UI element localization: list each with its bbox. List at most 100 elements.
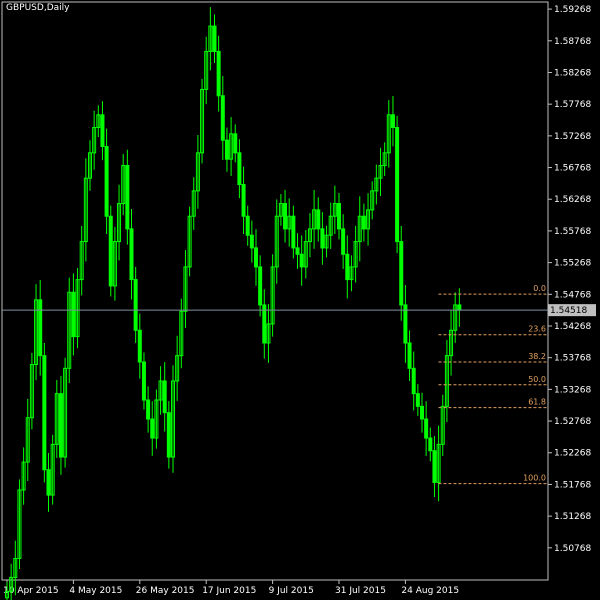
candle <box>361 203 366 242</box>
candle <box>237 139 242 199</box>
y-tick-label: 1.50768 <box>554 544 591 554</box>
candle <box>117 184 122 261</box>
y-tick-label: 1.58268 <box>554 68 591 78</box>
candle-body-down <box>100 114 105 147</box>
candle <box>146 386 151 433</box>
candle <box>357 196 362 262</box>
candle-body-up <box>357 215 362 243</box>
candle <box>337 192 341 240</box>
candle <box>195 135 200 209</box>
candle <box>324 225 329 258</box>
candle-body-up <box>266 323 271 344</box>
candle <box>158 366 163 415</box>
candle <box>71 273 76 356</box>
candle-body-up <box>13 557 18 578</box>
candle <box>187 206 192 277</box>
y-tick-label: 1.57268 <box>554 132 591 142</box>
candle-body-up <box>195 152 200 192</box>
candle-body-down <box>245 215 250 236</box>
candle <box>428 427 433 462</box>
candle-body-up <box>54 393 59 445</box>
candle-body-up <box>88 152 92 179</box>
candle-body-down <box>254 247 258 268</box>
candle-body-up <box>453 304 458 331</box>
candle-body-up <box>121 165 126 205</box>
candle-body-up <box>229 133 234 160</box>
candle <box>112 226 117 301</box>
candle <box>436 425 441 502</box>
candle <box>241 166 246 235</box>
candle-body-down <box>424 418 429 439</box>
y-tick-label: 1.52268 <box>554 449 591 459</box>
candle-body-down <box>58 393 63 458</box>
candle <box>200 78 205 164</box>
candle-body-down <box>46 469 51 496</box>
candle <box>270 254 275 337</box>
candle-body-down <box>249 234 254 249</box>
y-tick-label: 1.51268 <box>554 512 591 522</box>
candle-body-down <box>258 266 263 306</box>
candle-body-down <box>150 418 155 439</box>
candle-body-down <box>283 203 288 230</box>
candle-body-down <box>224 139 229 160</box>
candle-body-down <box>337 203 341 230</box>
candle <box>183 250 188 329</box>
candle <box>13 540 18 596</box>
candle-body-down <box>104 146 109 217</box>
candle <box>191 177 196 230</box>
x-tick-label: 26 May 2015 <box>136 586 195 596</box>
candle-body-up <box>117 203 122 243</box>
candle <box>254 229 258 286</box>
candle-body-down <box>428 437 433 452</box>
candle-body-down <box>146 399 151 420</box>
candle <box>353 225 358 283</box>
y-tick-label: 1.53768 <box>554 354 591 364</box>
candle-body-down <box>299 253 304 268</box>
candle-body-up <box>21 461 26 491</box>
candle <box>63 357 68 468</box>
candle-body-down <box>129 228 134 281</box>
candle-body-down <box>125 165 130 230</box>
candle <box>229 117 234 176</box>
candle <box>449 310 454 376</box>
candle-body-up <box>332 203 337 217</box>
candle-body-up <box>67 291 72 369</box>
x-tick-label: 17 Jun 2015 <box>202 586 256 596</box>
candle <box>121 153 126 216</box>
chart-title: GBPUSD,Daily <box>6 3 70 13</box>
candle-body-up <box>378 165 383 179</box>
candle <box>141 352 146 410</box>
candle <box>58 375 63 475</box>
candle <box>332 185 337 235</box>
candle-body-up <box>75 279 80 338</box>
candle-body-down <box>432 450 437 483</box>
candle-body-up <box>191 190 196 217</box>
y-tick-label: 1.54768 <box>554 290 591 300</box>
candle <box>245 205 250 246</box>
fib-level-label: 38.2 <box>528 352 546 361</box>
candle <box>295 233 300 269</box>
candle <box>283 189 288 243</box>
candle-body-down <box>295 247 300 255</box>
candle <box>403 285 408 363</box>
candle <box>366 193 371 246</box>
candle-body-up <box>9 576 14 592</box>
candle <box>129 209 134 300</box>
candle <box>17 479 22 569</box>
y-tick-label: 1.55268 <box>554 259 591 269</box>
candle-body-up <box>349 266 354 281</box>
candle <box>453 292 458 343</box>
candle-body-up <box>274 215 279 268</box>
candle-body-up <box>444 355 449 407</box>
y-tick-label: 1.52768 <box>554 417 591 427</box>
candle <box>303 229 308 279</box>
candle-body-up <box>440 405 445 445</box>
candle-body-up <box>307 228 312 243</box>
candle-body-down <box>262 304 267 344</box>
candle <box>370 181 375 220</box>
candle-body-down <box>237 152 242 186</box>
candle-body-up <box>312 209 317 230</box>
candle <box>440 394 445 456</box>
candle <box>79 225 84 296</box>
candle-body-down <box>38 299 43 357</box>
